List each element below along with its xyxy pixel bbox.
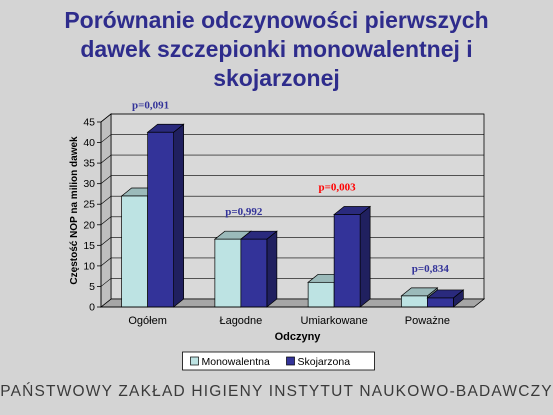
chart-annotations: p=0,091 p=0,992 p=0,003 p=0,834 bbox=[132, 99, 449, 275]
title-line-3: skojarzonej bbox=[213, 65, 340, 91]
bar-side bbox=[266, 230, 278, 308]
gridline-depth bbox=[100, 257, 112, 267]
y-tick-label: 15 bbox=[83, 240, 95, 252]
y-tick-label: 25 bbox=[83, 199, 95, 211]
gridline-depth bbox=[100, 278, 112, 287]
legend-box bbox=[182, 351, 375, 371]
x-tick-label: Poważne bbox=[405, 315, 450, 327]
y-tick-label: 20 bbox=[83, 219, 95, 231]
gridline-depth bbox=[100, 175, 112, 184]
y-tick-label: 45 bbox=[83, 117, 95, 129]
bar-front bbox=[147, 131, 174, 308]
title-line-2: dawek szczepionki monowalentnej i bbox=[80, 36, 473, 62]
bar-front bbox=[121, 195, 148, 308]
footer-institution: PAŃSTWOWY ZAKŁAD HIGIENY INSTYTUT NAUKOW… bbox=[0, 383, 553, 400]
legend-label: Monowalentna bbox=[202, 356, 270, 368]
p-value-label: p=0,091 bbox=[132, 99, 169, 111]
legend-swatch bbox=[190, 356, 199, 366]
bar bbox=[426, 289, 465, 308]
x-tick-label: Umiarkowane bbox=[301, 315, 368, 327]
bar-front bbox=[401, 295, 428, 308]
gridline-depth bbox=[100, 154, 112, 164]
bar-front bbox=[333, 214, 361, 308]
y-tick-label: 5 bbox=[89, 281, 95, 293]
gridline-depth bbox=[100, 237, 112, 246]
bar bbox=[146, 123, 185, 308]
legend-label: Skojarzona bbox=[298, 356, 351, 368]
y-axis: 0 5 10 15 20 25 30 35 40 45 bbox=[83, 117, 102, 314]
p-value-label: p=0,992 bbox=[225, 206, 263, 218]
bar bbox=[239, 230, 278, 308]
x-tick-label: Łagodne bbox=[219, 315, 262, 327]
slide-title: Porównanie odczynowości pierwszych dawek… bbox=[0, 6, 553, 93]
y-tick-label: 0 bbox=[89, 302, 95, 314]
y-tick-label: 10 bbox=[83, 260, 95, 272]
title-line-1: Porównanie odczynowości pierwszych bbox=[64, 7, 489, 33]
chart-side-wall bbox=[100, 113, 112, 308]
y-tick-label: 30 bbox=[83, 178, 95, 190]
bar-side bbox=[359, 205, 371, 308]
p-value-label: p=0,003 bbox=[319, 182, 357, 194]
p-value-label: p=0,834 bbox=[412, 263, 450, 275]
bar bbox=[333, 205, 372, 308]
chart-legend: Monowalentna Skojarzona bbox=[182, 351, 375, 371]
bar-front bbox=[214, 238, 242, 308]
x-axis: Ogółem Łagodne Umiarkowane Poważne bbox=[101, 306, 474, 327]
bar-front bbox=[427, 297, 454, 308]
bar-side bbox=[173, 123, 184, 308]
gridline-depth bbox=[100, 113, 112, 123]
bar-front bbox=[240, 238, 268, 308]
x-tick-label: Ogółem bbox=[128, 315, 167, 327]
y-axis-label: Częstość NOP na milion dawek bbox=[69, 136, 80, 285]
y-tick-label: 40 bbox=[83, 137, 95, 149]
bar-front bbox=[307, 281, 335, 308]
legend-swatch bbox=[286, 356, 295, 366]
gridline-depth bbox=[100, 195, 112, 205]
chart-bars bbox=[120, 123, 465, 308]
gridline-depth bbox=[100, 134, 112, 143]
y-tick-label: 35 bbox=[83, 158, 95, 170]
gridline-depth bbox=[100, 216, 112, 226]
x-axis-label: Odczyny bbox=[275, 331, 322, 343]
